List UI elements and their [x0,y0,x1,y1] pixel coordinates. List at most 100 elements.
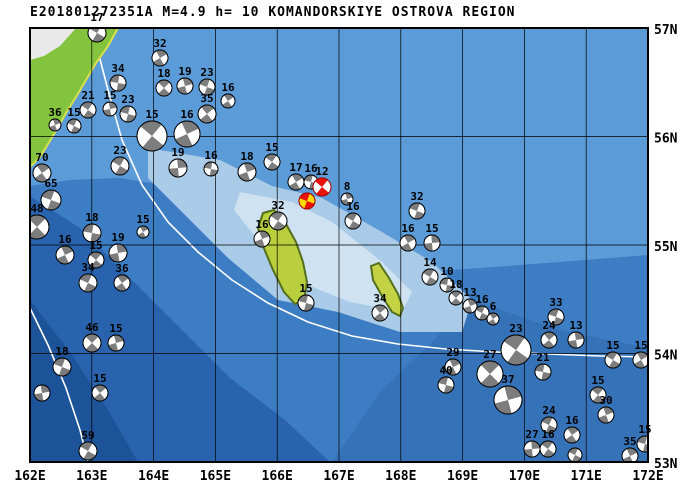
focal-mechanism [567,331,585,349]
map-frame [29,27,649,463]
event-depth-label: 29 [446,346,459,359]
lon-tick-label: 171E [571,469,602,484]
event-depth-label: 16 [541,428,555,441]
event-depth-label: 24 [542,404,556,417]
focal-mechanism [173,120,201,148]
focal-mechanism [589,386,607,404]
focal-mechanism [33,384,51,402]
event-depth-label: 34 [373,292,387,305]
focal-mechanism [444,358,462,376]
focal-mechanism [287,173,305,191]
event-depth-label: 13 [463,286,476,299]
lon-tick-label: 169E [447,469,478,484]
focal-mechanism [155,79,173,97]
focal-mechanism [486,312,500,326]
focal-mechanism [604,351,622,369]
event-depth-label: 33 [549,296,562,309]
focal-mechanism [87,251,105,269]
focal-mechanism [268,211,288,231]
lon-tick-label: 168E [385,469,416,484]
focal-mechanism [421,268,439,286]
event-depth-label: 13 [569,319,582,332]
focal-mechanism [168,158,188,178]
event-depth-label: 16 [255,218,269,231]
event-depth-label: 23 [509,322,522,335]
focal-mechanism [136,225,150,239]
focal-mechanism [203,161,219,177]
focal-mechanism [108,243,128,263]
event-depth-label: 24 [542,319,556,332]
focal-mechanism [79,101,97,119]
event-depth-label: 16 [221,81,235,94]
lat-tick-label: 53N [654,457,678,472]
event-depth-label: 15 [425,222,438,235]
event-depth-label: 14 [423,256,437,269]
highlighted-focal-mechanism [298,192,316,210]
event-depth-label: 70 [35,151,48,164]
event-depth-label: 21 [536,351,550,364]
event-depth-label: 34 [111,62,125,75]
highlighted-focal-mechanism [312,177,332,197]
plate-boundary-southwest [30,307,89,462]
focal-mechanism [344,212,362,230]
event-depth-label: 16 [304,162,318,175]
focal-mechanism [91,384,109,402]
focal-mechanism [597,406,615,424]
event-depth-label: 32 [410,190,423,203]
event-depth-label: 32 [153,37,166,50]
event-depth-label: 15 [265,141,278,154]
event-depth-label: 15 [93,372,106,385]
focal-mechanism [30,214,50,240]
event-depth-label: 23 [200,66,213,79]
focal-mechanism [423,234,441,252]
event-depth-label: 59 [81,429,94,442]
event-depth-label: 34 [81,261,95,274]
focal-mechanism [408,202,426,220]
event-depth-label: 8 [344,180,351,193]
event-depth-label: 18 [240,150,253,163]
event-depth-label: 19 [171,146,184,159]
event-depth-label: 35 [200,92,213,105]
event-depth-label: 23 [121,93,134,106]
focal-mechanism [540,416,558,434]
event-depth-label: 37 [501,373,514,386]
map-area [30,28,648,462]
event-depth-label: 27 [483,348,496,361]
event-depth-label: 18 [449,278,462,291]
event-depth-label: 15 [591,374,604,387]
focal-mechanism [500,334,532,366]
event-depth-label: 16 [346,200,360,213]
focal-mechanism [371,304,389,322]
lat-tick-label: 54N [654,349,678,364]
event-depth-label: 16 [58,233,72,246]
focal-mechanism [55,245,75,265]
event-depth-label: 16 [475,293,489,306]
focal-mechanism [539,440,557,458]
focal-mechanism [66,118,82,134]
event-depth-label: 36 [115,262,129,275]
event-depth-label: 65 [44,177,57,190]
focal-mechanism [82,333,102,353]
focal-mechanism [493,385,523,415]
focal-mechanism [113,274,131,292]
focal-mechanism [78,441,98,461]
focal-mechanism [474,305,490,321]
focal-mechanism [476,360,504,388]
lon-tick-label: 162E [14,469,45,484]
focal-mechanism [263,153,281,171]
focal-mechanism [48,118,62,132]
focal-mechanism [136,120,168,152]
focal-mechanism [621,447,639,462]
lon-tick-label: 167E [323,469,354,484]
event-depth-label: 6 [490,300,497,313]
event-depth-label: 15 [634,339,647,352]
map-title: E201801272351A M=4.9 h= 10 KOMANDORSKIYE… [30,5,515,20]
focal-mechanism [78,273,98,293]
focal-mechanism [567,447,583,462]
lon-tick-label: 165E [200,469,231,484]
focal-mechanism [40,189,62,211]
event-depth-label: 15 [67,106,80,119]
focal-mechanism [297,294,315,312]
